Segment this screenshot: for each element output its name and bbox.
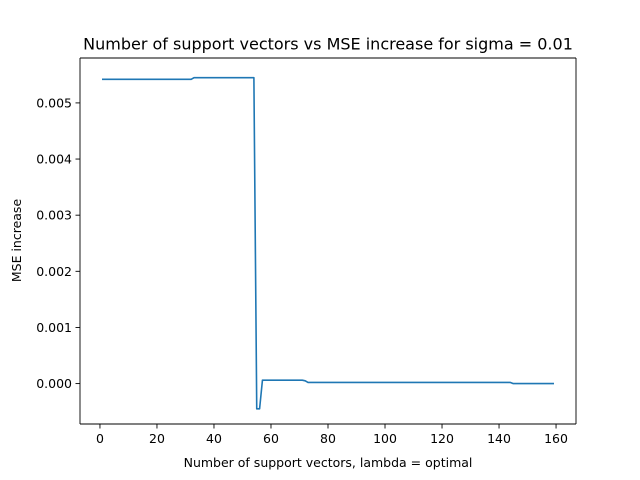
y-tick-label: 0.004 (36, 152, 72, 167)
y-axis-label: MSE increase (9, 199, 24, 283)
x-tick-label: 20 (149, 431, 165, 446)
y-tick-label: 0.001 (36, 320, 72, 335)
y-tick-label: 0.000 (36, 376, 72, 391)
y-tick-label: 0.002 (36, 264, 72, 279)
x-tick-label: 160 (544, 431, 568, 446)
x-tick-label: 100 (373, 431, 397, 446)
x-tick-label: 40 (206, 431, 222, 446)
x-tick-label: 60 (263, 431, 279, 446)
x-tick-label: 0 (96, 431, 104, 446)
series-line-0 (102, 76, 555, 410)
y-tick-label: 0.005 (36, 95, 72, 110)
x-tick-label: 140 (487, 431, 511, 446)
plot-area: 0 20 40 60 80 100 120 140 160 0.000 0.001 0.002 0.00… (36, 57, 577, 446)
chart-title: Number of support vectors vs MSE increas… (83, 35, 573, 54)
x-axis-label: Number of support vectors, lambda = opti… (184, 455, 473, 470)
x-tick-label: 80 (320, 431, 336, 446)
y-tick-label: 0.003 (36, 208, 72, 223)
x-tick-label: 120 (430, 431, 454, 446)
